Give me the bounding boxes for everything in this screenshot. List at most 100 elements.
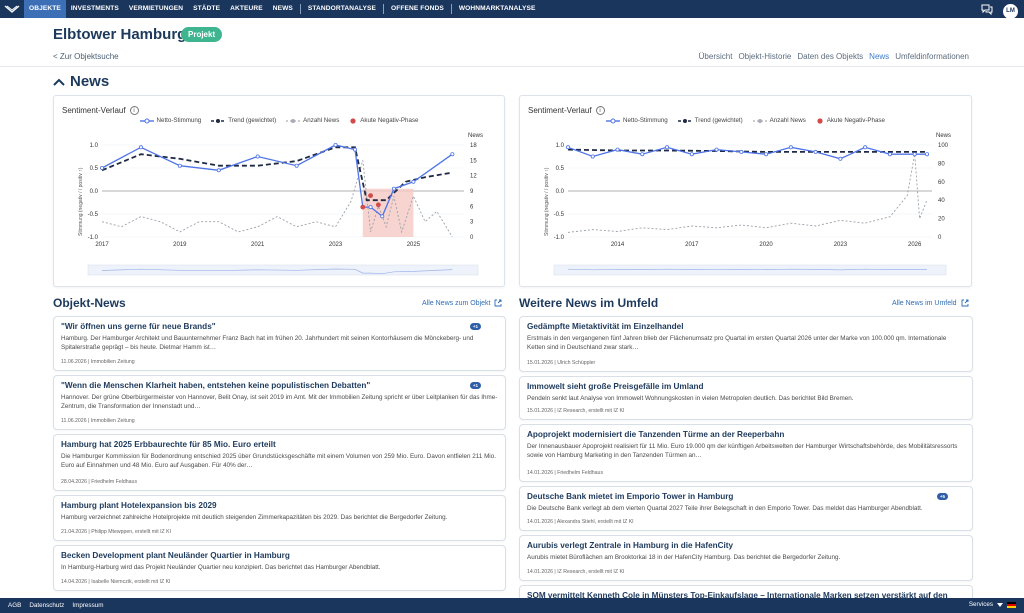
news-card[interactable]: "Wir öffnen uns gerne für neue Brands" Ha… xyxy=(53,316,506,371)
negative-point xyxy=(360,204,366,210)
legend-label: Trend (gewichtet) xyxy=(694,117,743,124)
y-tick-label: 0.5 xyxy=(556,166,565,172)
nav-wohnmarktanalyse[interactable]: WOHNMARKTANALYSE xyxy=(458,5,536,12)
nav-news[interactable]: NEWS xyxy=(272,5,293,12)
sentiment-chart-card-umfeld: Sentiment-Verlauf i Netto-Stimmung Trend… xyxy=(519,95,972,287)
legend-netto[interactable]: Netto-Stimmung xyxy=(139,117,201,124)
legend-anzahl[interactable]: Anzahl News xyxy=(752,117,806,124)
netto-point xyxy=(764,152,769,157)
tab-daten-des-objekts[interactable]: Daten des Objekts xyxy=(797,52,864,61)
news-title[interactable]: Hamburg plant Hotelexpansion bis 2029 xyxy=(61,501,217,510)
legend-label: Anzahl News xyxy=(769,117,806,124)
x-tick-label: 2017 xyxy=(95,242,109,248)
tab-objekt-historie[interactable]: Objekt-Historie xyxy=(738,52,792,61)
german-flag-icon xyxy=(1007,601,1016,608)
related-count-badge[interactable]: +1 xyxy=(469,323,481,330)
series-trend xyxy=(101,146,453,202)
nav-offene-fonds[interactable]: OFFENE FONDS xyxy=(390,5,444,12)
netto-point xyxy=(368,205,373,210)
legend-anzahl[interactable]: Anzahl News xyxy=(286,117,339,124)
news-title[interactable]: Hamburg hat 2025 Erbbaurechte für 85 Mio… xyxy=(61,440,276,449)
news-title[interactable]: "Wenn die Menschen Klarheit haben, entst… xyxy=(61,381,371,390)
chart-legend: Netto-Stimmung Trend (gewichtet) Anzahl … xyxy=(520,117,971,124)
nav-divider xyxy=(382,4,384,14)
news-card[interactable]: Hamburg hat 2025 Erbbaurechte für 85 Mio… xyxy=(53,434,506,491)
services-menu[interactable]: Services xyxy=(969,601,1016,608)
news-meta: 14.04.2026 | Isabelle Niemczik, erstellt… xyxy=(61,579,171,585)
news-teaser: Hamburg verzeichnet zahlreiche Hotelproj… xyxy=(61,514,448,521)
x-tick-label: 2019 xyxy=(173,242,187,248)
news-card[interactable]: Immowelt sieht große Preisgefälle im Uml… xyxy=(519,376,973,420)
news-title[interactable]: Deutsche Bank mietet im Emporio Tower in… xyxy=(527,492,734,501)
footer-datenschutz-link[interactable]: Datenschutz xyxy=(29,602,65,609)
news-card[interactable]: Apoprojekt modernisiert die Tanzenden Tü… xyxy=(519,424,973,482)
news-teaser: Der Innenausbauer Apoprojekt realisiert … xyxy=(527,443,958,459)
news-section-header[interactable]: News xyxy=(53,73,109,90)
news-title[interactable]: Apoprojekt modernisiert die Tanzenden Tü… xyxy=(527,430,785,439)
y-tick-label: -1.0 xyxy=(88,235,99,241)
news-card[interactable]: "Wenn die Menschen Klarheit haben, entst… xyxy=(53,375,506,430)
news-card[interactable]: Hamburg plant Hotelexpansion bis 2029 Ham… xyxy=(53,495,506,541)
news-card[interactable]: Gedämpfte Mietaktivität im Einzelhandel E… xyxy=(519,316,973,372)
news-meta: 15.01.2026 | IZ Research, erstellt mit I… xyxy=(527,408,625,414)
x-tick-label: 2021 xyxy=(251,242,265,248)
info-icon[interactable]: i xyxy=(595,106,605,115)
legend-negativ[interactable]: Akute Negativ-Phase xyxy=(349,117,418,124)
news-title[interactable]: Becken Development plant Neuländer Quart… xyxy=(61,551,290,560)
nav-standortanalyse[interactable]: STANDORTANALYSE xyxy=(307,5,376,12)
nav-staedte[interactable]: STÄDTE xyxy=(193,5,221,12)
back-link[interactable]: < Zur Objektsuche xyxy=(53,52,119,61)
y2-tick-label: 80 xyxy=(938,161,945,167)
news-title[interactable]: "Wir öffnen uns gerne für neue Brands" xyxy=(61,322,216,331)
y-tick-label: -0.5 xyxy=(88,212,99,218)
netto-point xyxy=(887,152,892,157)
chat-icon[interactable] xyxy=(981,2,993,20)
legend-trend[interactable]: Trend (gewichtet) xyxy=(211,117,276,124)
related-count-badge[interactable]: +5 xyxy=(936,493,948,500)
news-title[interactable]: Aurubis verlegt Zentrale in Hamburg in d… xyxy=(527,541,734,550)
netto-point xyxy=(863,145,868,150)
left-axis-label: Stimmung (negativ / / positiv ↑) xyxy=(544,167,550,236)
footer-agb-link[interactable]: AGB xyxy=(8,602,22,609)
legend-negativ[interactable]: Akute Negativ-Phase xyxy=(816,117,885,124)
news-teaser: Die Hamburger Kommission für Bodenordnun… xyxy=(61,453,496,469)
info-icon[interactable]: i xyxy=(129,106,139,115)
news-card[interactable]: Becken Development plant Neuländer Quart… xyxy=(53,545,506,591)
related-count-badge[interactable]: +1 xyxy=(469,382,481,389)
news-meta: 14.01.2026 | IZ Research, erstellt mit I… xyxy=(527,569,625,575)
tab-umfeldinformationen[interactable]: Umfeldinformationen xyxy=(895,52,969,61)
nav-objekte[interactable]: OBJEKTE xyxy=(24,0,66,18)
tab-uebersicht[interactable]: Übersicht xyxy=(698,52,733,61)
nav-investments[interactable]: INVESTMENTS xyxy=(70,5,119,12)
news-meta: 14.01.2026 | Friedhelm Feldhaus xyxy=(527,470,604,476)
news-title[interactable]: SOM vermittelt Kenneth Cole in Münsters … xyxy=(527,591,948,600)
left-axis-label: Stimmung (negativ / / positiv ↑) xyxy=(78,167,84,236)
negative-point xyxy=(368,193,373,198)
y2-tick-label: 15 xyxy=(470,158,477,164)
news-teaser: Hamburg. Der Hamburger Architekt und Bau… xyxy=(61,335,474,351)
news-meta: 21.04.2026 | Philipp Mtewppen, erstellt … xyxy=(61,529,172,535)
y2-tick-label: 0 xyxy=(470,235,474,241)
x-tick-label: 2023 xyxy=(329,242,343,248)
netto-point xyxy=(912,152,917,157)
tab-news[interactable]: News xyxy=(869,52,890,61)
chart-title: Sentiment-Verlauf i xyxy=(62,106,139,115)
news-card[interactable]: Aurubis verlegt Zentrale in Hamburg in d… xyxy=(519,535,973,581)
right-axis-label: News xyxy=(936,133,951,139)
user-avatar[interactable]: LM xyxy=(1003,3,1018,19)
all-object-news-link[interactable]: Alle News zum Objekt xyxy=(422,299,502,307)
news-teaser: Erstmals in den vergangenen fünf Jahren … xyxy=(527,335,947,351)
nav-vermietungen[interactable]: VERMIETUNGEN xyxy=(128,5,184,12)
all-umfeld-news-link[interactable]: Alle News im Umfeld xyxy=(892,299,969,307)
footer: AGB Datenschutz Impressum Services xyxy=(0,598,1024,613)
netto-point xyxy=(566,145,571,150)
legend-trend[interactable]: Trend (gewichtet) xyxy=(677,117,743,124)
news-title[interactable]: Gedämpfte Mietaktivität im Einzelhandel xyxy=(527,322,684,331)
footer-impressum-link[interactable]: Impressum xyxy=(72,602,104,609)
news-teaser: Hannover. Der grüne Oberbürgermeister vo… xyxy=(61,394,498,410)
legend-netto[interactable]: Netto-Stimmung xyxy=(606,117,668,124)
nav-akteure[interactable]: AKTEURE xyxy=(230,5,263,12)
brand-logo-icon[interactable] xyxy=(0,0,24,18)
news-title[interactable]: Immowelt sieht große Preisgefälle im Uml… xyxy=(527,382,704,391)
news-card[interactable]: Deutsche Bank mietet im Emporio Tower in… xyxy=(519,486,973,531)
